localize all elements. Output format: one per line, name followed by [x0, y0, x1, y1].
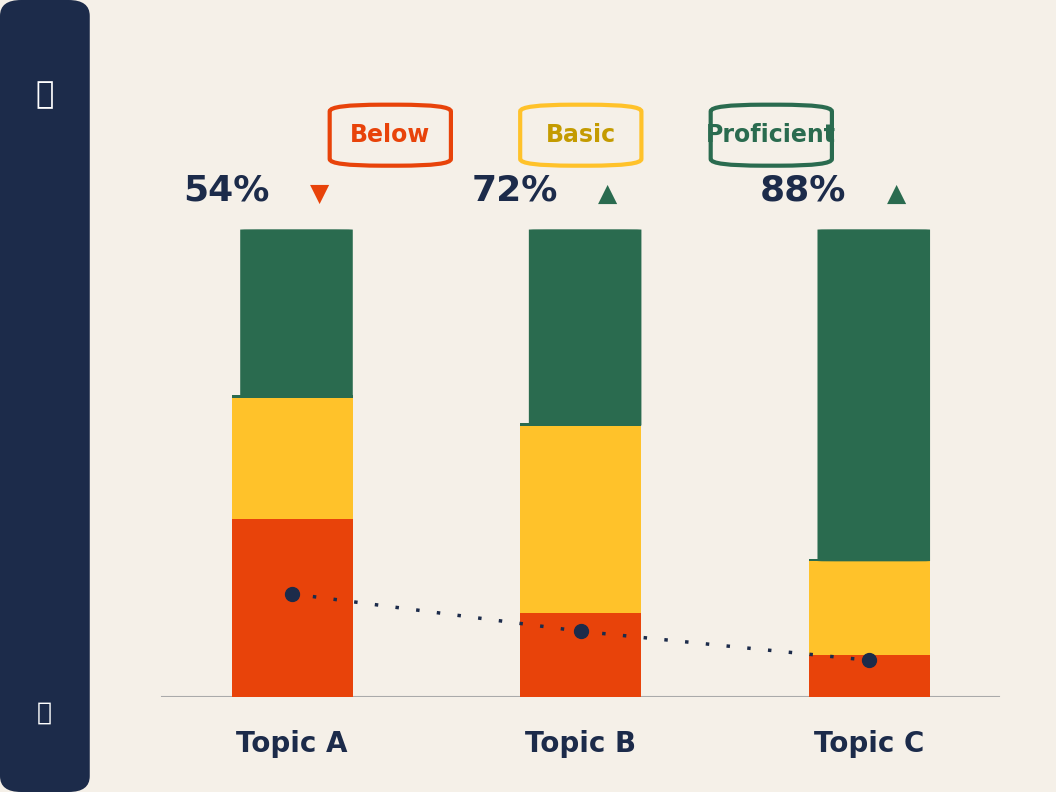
- FancyBboxPatch shape: [231, 520, 353, 697]
- Text: 72%: 72%: [471, 173, 558, 207]
- Text: Topic A: Topic A: [237, 729, 347, 758]
- Text: 54%: 54%: [183, 173, 269, 207]
- Text: Below: Below: [351, 124, 431, 147]
- Text: Basic: Basic: [546, 124, 616, 147]
- FancyBboxPatch shape: [240, 230, 353, 398]
- FancyBboxPatch shape: [529, 230, 641, 426]
- Point: [572, 625, 589, 638]
- Text: 88%: 88%: [760, 173, 846, 207]
- Text: ▲: ▲: [887, 182, 906, 206]
- Text: Proficient: Proficient: [706, 124, 836, 147]
- Text: ▼: ▼: [309, 182, 328, 206]
- FancyBboxPatch shape: [809, 558, 930, 562]
- Text: ▲: ▲: [598, 182, 618, 206]
- FancyBboxPatch shape: [329, 105, 451, 166]
- Text: 👤: 👤: [37, 701, 52, 725]
- Point: [861, 654, 878, 667]
- FancyBboxPatch shape: [711, 105, 832, 166]
- FancyBboxPatch shape: [809, 562, 930, 655]
- FancyBboxPatch shape: [521, 613, 641, 697]
- FancyBboxPatch shape: [817, 230, 930, 562]
- Text: 🍐: 🍐: [35, 81, 54, 109]
- Text: Topic B: Topic B: [525, 729, 637, 758]
- FancyBboxPatch shape: [231, 398, 353, 520]
- Point: [284, 588, 301, 600]
- FancyBboxPatch shape: [521, 105, 641, 166]
- Text: Topic C: Topic C: [814, 729, 925, 758]
- FancyBboxPatch shape: [809, 655, 930, 697]
- FancyBboxPatch shape: [231, 395, 353, 398]
- FancyBboxPatch shape: [521, 423, 641, 426]
- FancyBboxPatch shape: [521, 426, 641, 613]
